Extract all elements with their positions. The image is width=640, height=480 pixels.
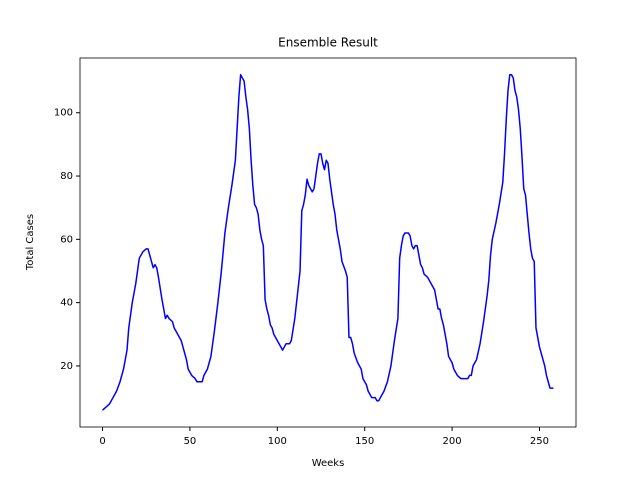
plot-frame [79, 57, 577, 428]
x-tick-label: 200 [443, 436, 462, 447]
chart-title: Ensemble Result [278, 36, 378, 50]
y-tick-label: 20 [60, 361, 73, 372]
y-tick-label: 40 [60, 298, 73, 309]
x-tick-label: 100 [268, 436, 287, 447]
y-axis-label: Total Cases [25, 214, 36, 271]
y-tick-label: 60 [60, 234, 73, 245]
x-tick-label: 50 [184, 436, 197, 447]
x-axis-label: Weeks [312, 458, 345, 469]
data-line [102, 74, 554, 411]
x-tick-label: 150 [355, 436, 374, 447]
y-tick-label: 100 [54, 108, 73, 119]
x-tick-label: 250 [530, 436, 549, 447]
x-tick-label: 0 [99, 436, 105, 447]
y-tick-label: 80 [60, 171, 73, 182]
